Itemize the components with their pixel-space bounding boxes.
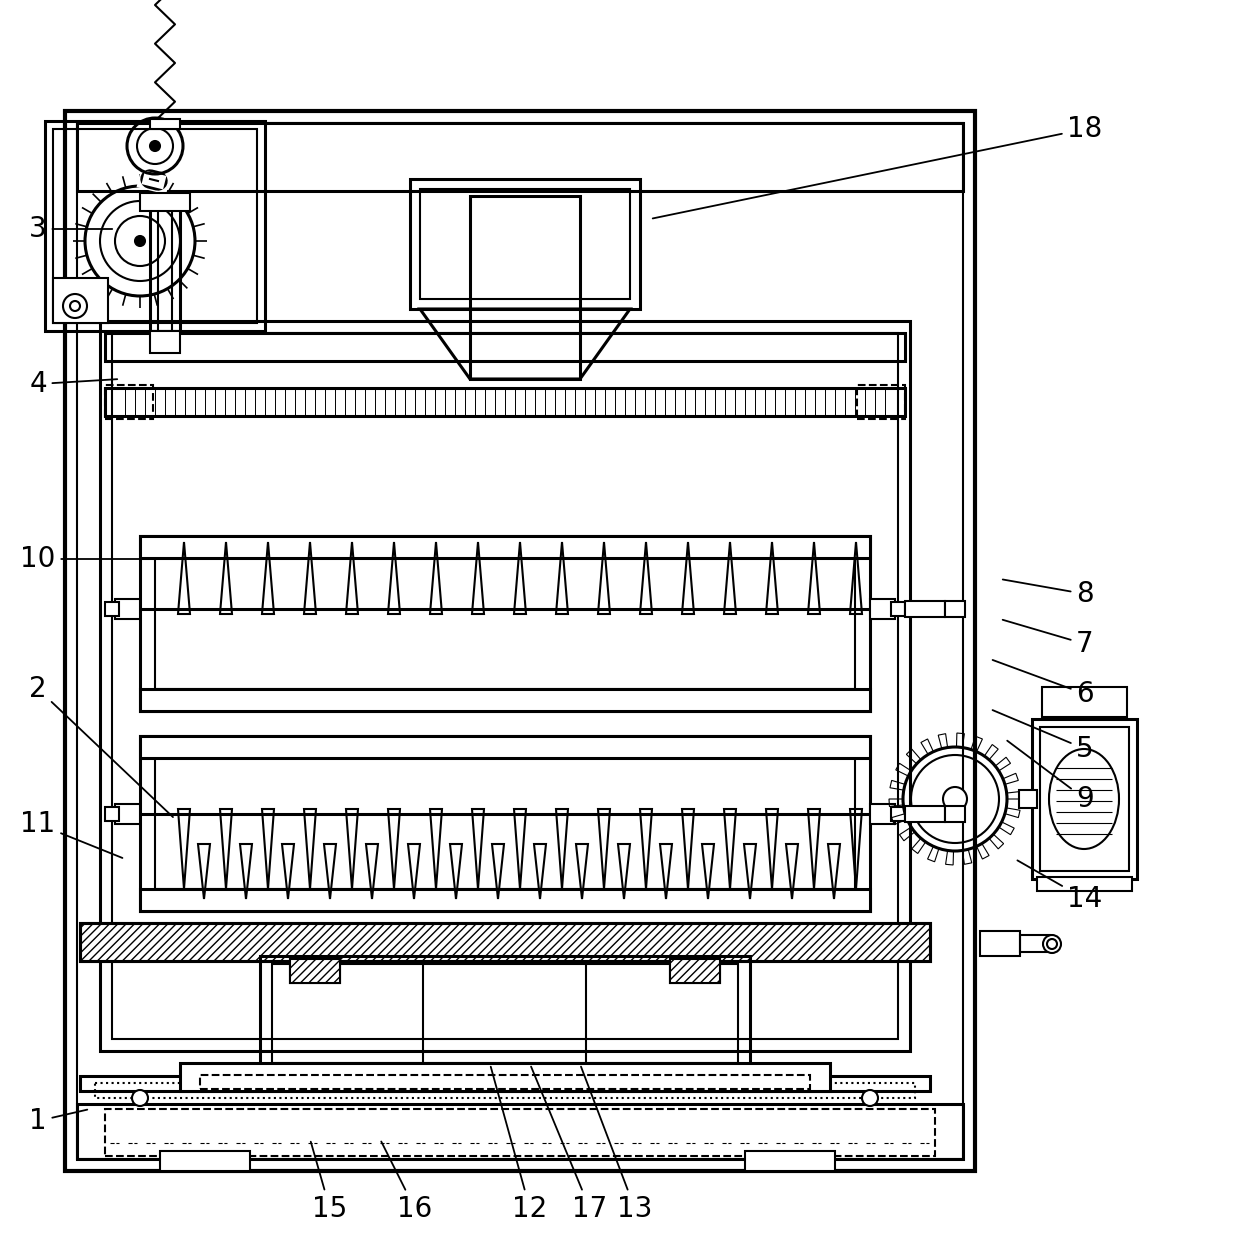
Bar (81, 923, 930, 961)
Bar (410, 178, 640, 309)
Text: 1: 1 (30, 1106, 87, 1135)
Bar (980, 930, 1021, 957)
Text: 17: 17 (531, 1067, 608, 1223)
Bar (81, 923, 930, 961)
Bar (77, 123, 963, 1158)
Bar (670, 959, 720, 983)
Bar (95, 1083, 915, 1098)
Bar (105, 807, 119, 821)
Text: 15: 15 (311, 1141, 347, 1223)
Bar (1040, 727, 1128, 871)
Bar (1019, 790, 1037, 808)
Circle shape (63, 294, 87, 318)
Bar (115, 598, 140, 620)
Bar (77, 1104, 963, 1158)
Bar (105, 602, 119, 616)
Text: 14: 14 (1017, 860, 1102, 913)
Text: 4: 4 (30, 370, 118, 398)
Text: 2: 2 (30, 675, 174, 817)
Bar (892, 602, 905, 616)
Bar (140, 689, 870, 711)
Bar (140, 193, 190, 211)
Bar (53, 278, 108, 323)
Bar (1032, 719, 1137, 878)
Bar (905, 601, 945, 617)
Bar (105, 388, 905, 416)
Text: 12: 12 (491, 1067, 548, 1223)
Text: 3: 3 (29, 216, 113, 243)
Bar (81, 1075, 930, 1092)
Bar (105, 333, 905, 361)
Bar (857, 385, 905, 419)
Circle shape (131, 1090, 148, 1106)
Bar (1037, 877, 1132, 891)
Bar (670, 959, 720, 983)
Bar (112, 333, 898, 1040)
Text: 8: 8 (1003, 580, 1094, 608)
Bar (945, 601, 965, 617)
Bar (420, 190, 630, 299)
Bar (140, 736, 870, 911)
Bar (290, 959, 340, 983)
Bar (150, 119, 180, 129)
Bar (290, 959, 340, 983)
Circle shape (1043, 935, 1061, 953)
Text: 6: 6 (992, 660, 1094, 707)
Bar (53, 129, 257, 323)
Circle shape (942, 787, 967, 812)
Bar (272, 964, 738, 1063)
Bar (200, 1075, 810, 1089)
Bar (45, 121, 265, 331)
Bar (150, 331, 180, 353)
Bar (870, 804, 895, 824)
Bar (260, 957, 750, 1070)
Circle shape (1047, 939, 1056, 949)
Bar (64, 112, 975, 1171)
Text: 9: 9 (1007, 741, 1094, 813)
Bar (905, 807, 945, 821)
Bar (180, 1063, 830, 1092)
Bar (1042, 686, 1127, 717)
Bar (470, 196, 580, 379)
Text: 10: 10 (20, 545, 217, 572)
Text: 5: 5 (992, 710, 1094, 763)
Bar (155, 758, 856, 890)
Bar (100, 321, 910, 1051)
Bar (160, 1151, 250, 1171)
Bar (105, 385, 153, 419)
Text: 16: 16 (381, 1141, 433, 1223)
Bar (1021, 935, 1050, 952)
Text: 13: 13 (582, 1067, 652, 1223)
Bar (115, 804, 140, 824)
Circle shape (69, 301, 81, 311)
Bar (140, 736, 870, 758)
Bar (77, 123, 963, 191)
Bar (870, 598, 895, 620)
Bar (140, 536, 870, 711)
Text: 11: 11 (20, 810, 123, 857)
Circle shape (150, 141, 160, 151)
Circle shape (135, 235, 145, 247)
Circle shape (862, 1090, 878, 1106)
Text: 18: 18 (652, 115, 1102, 218)
Text: 7: 7 (1003, 620, 1094, 658)
Bar (892, 807, 905, 821)
Bar (140, 536, 870, 558)
Bar (745, 1151, 835, 1171)
Bar (155, 558, 856, 689)
Bar (105, 1109, 935, 1156)
Bar (945, 807, 965, 821)
Bar (150, 196, 180, 331)
Bar (140, 890, 870, 911)
